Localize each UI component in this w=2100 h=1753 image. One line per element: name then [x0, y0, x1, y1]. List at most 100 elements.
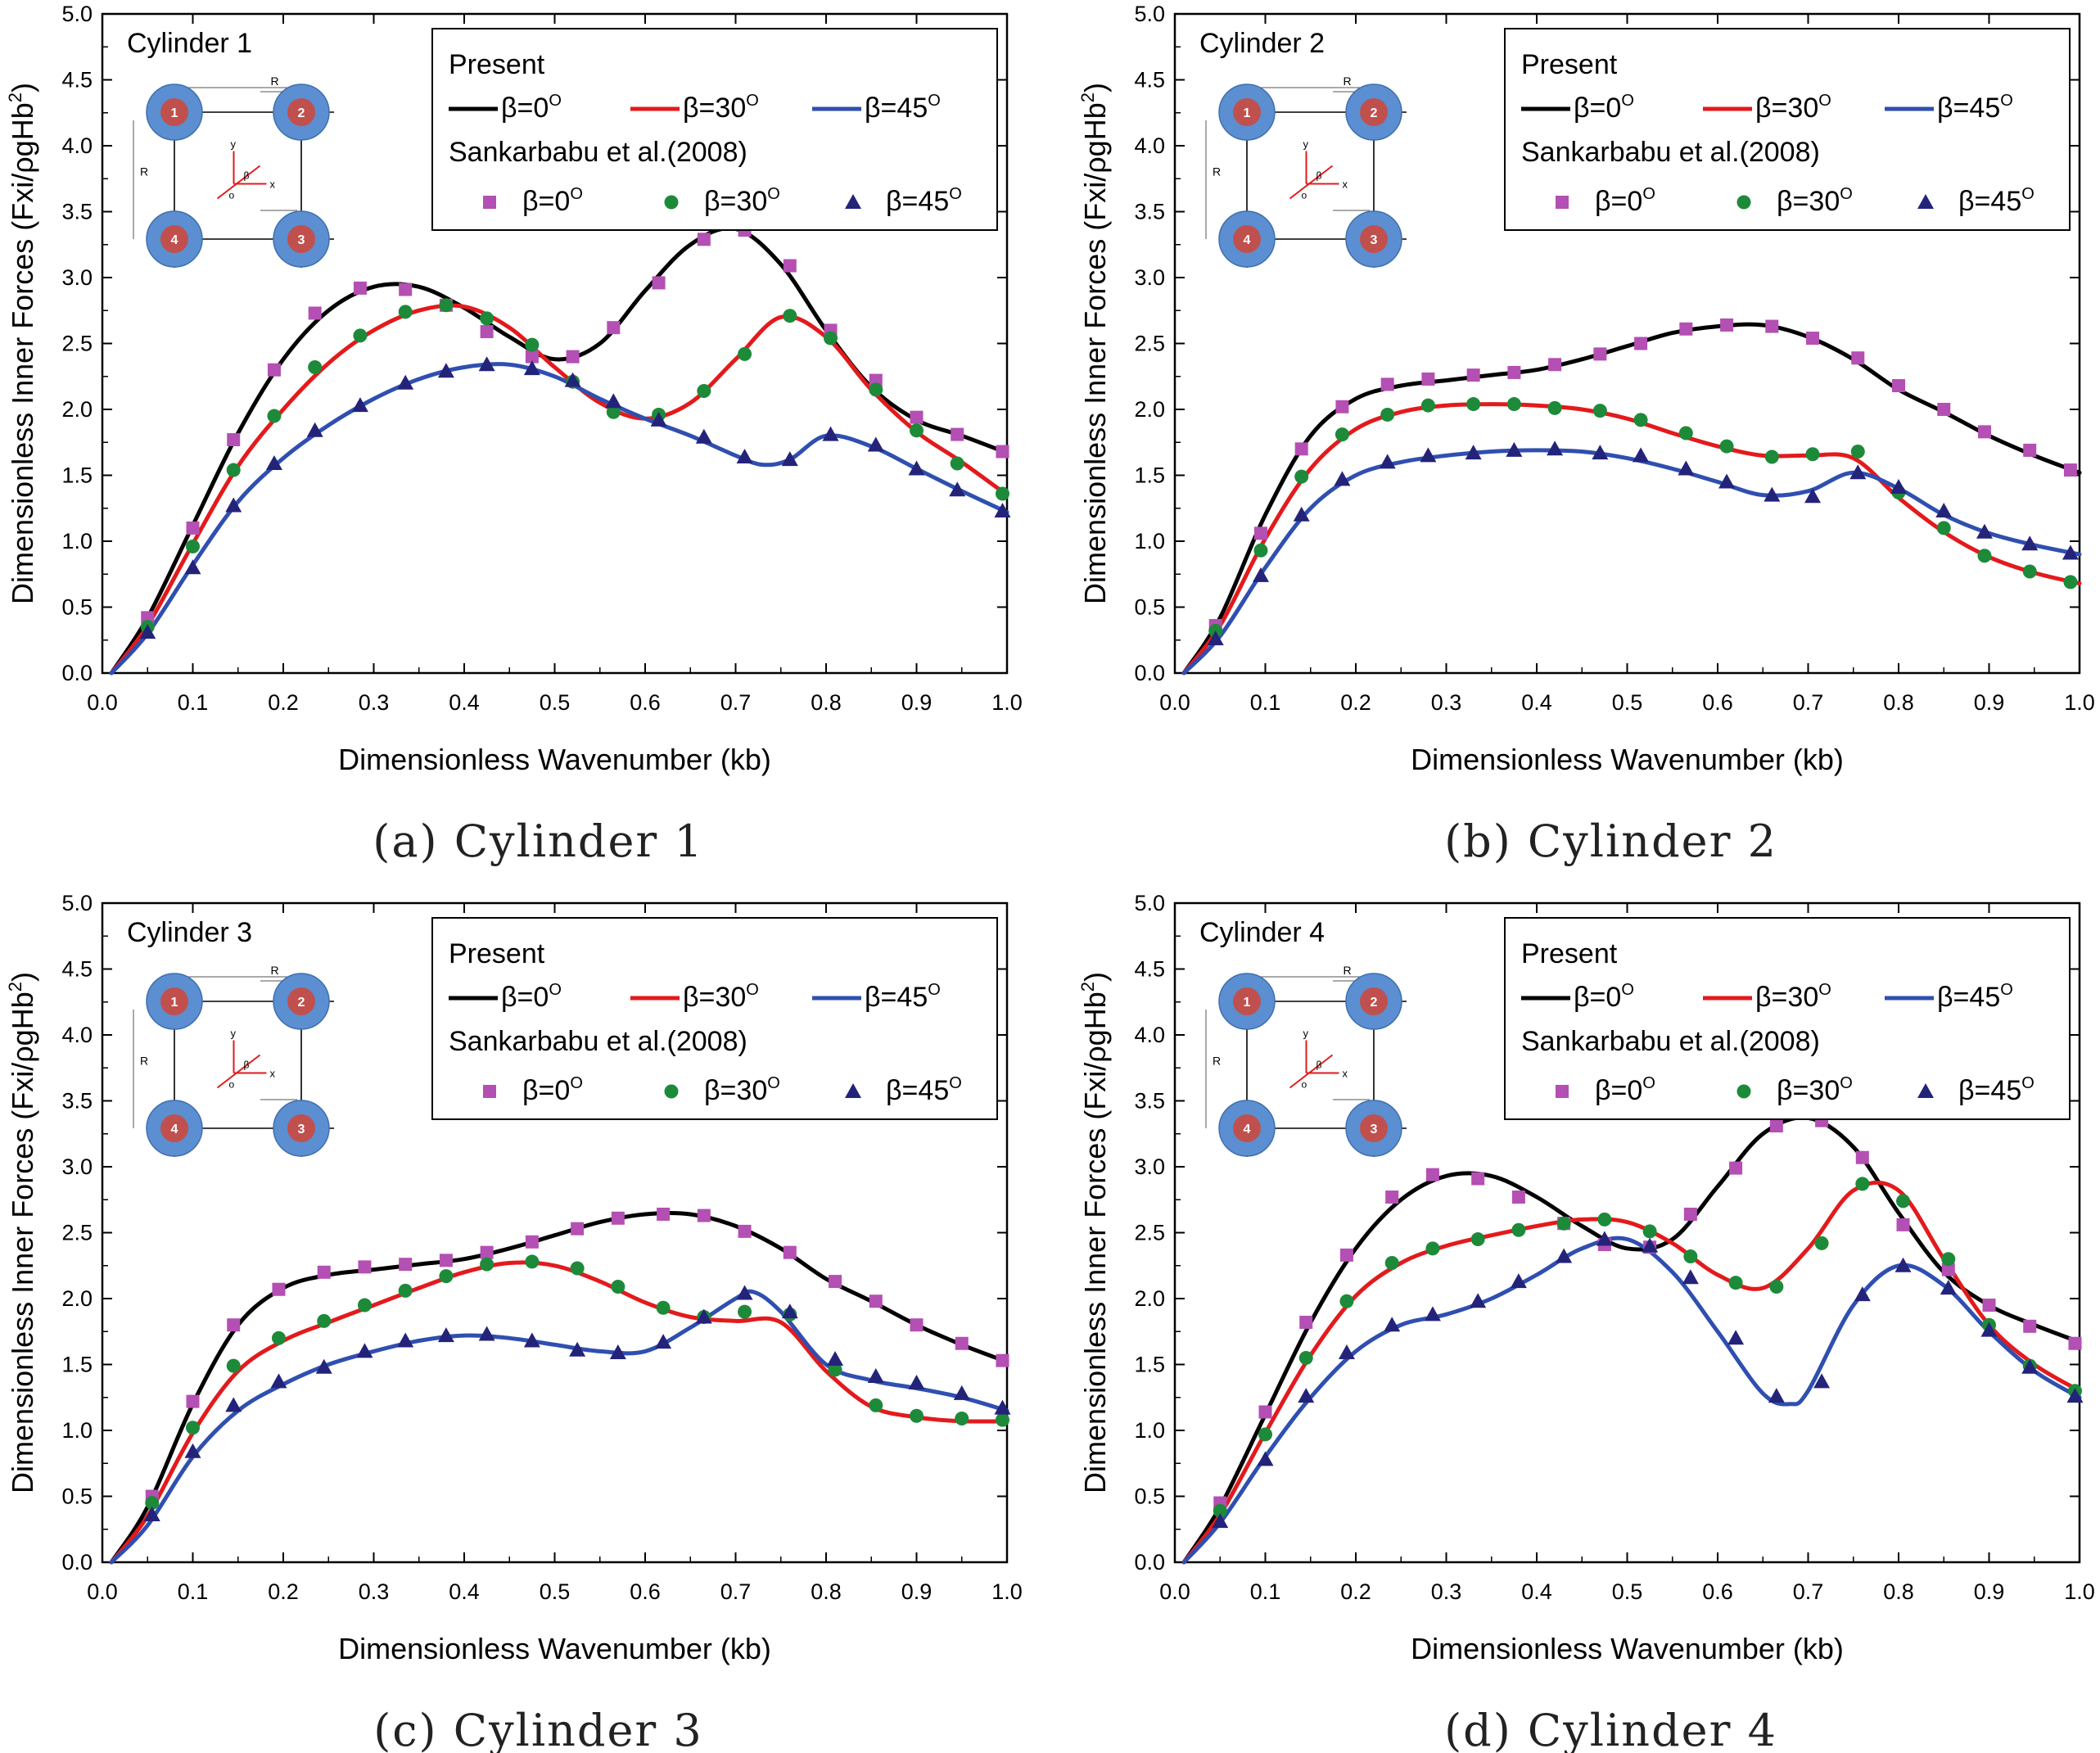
- marker-square: [910, 410, 924, 424]
- series-line-b0: [1181, 1115, 2082, 1565]
- y-tick-label: 4.5: [61, 68, 93, 93]
- legend-degree: O: [928, 92, 941, 110]
- y-tick-label: 3.0: [61, 265, 93, 290]
- legend-degree: O: [949, 1074, 962, 1092]
- legend-degree: O: [2021, 1074, 2035, 1092]
- y-tick-label: 2.5: [61, 1221, 93, 1245]
- marker-triangle: [1556, 1248, 1573, 1263]
- marker-circle: [664, 195, 679, 210]
- marker-circle: [995, 1412, 1009, 1427]
- marker-square: [1634, 337, 1648, 350]
- legend-entry-text: β=0: [522, 1075, 570, 1106]
- legend-marker-label: β=30O: [1777, 185, 1853, 217]
- inset-label-R: R: [1344, 75, 1352, 88]
- marker-circle: [1728, 1276, 1743, 1290]
- marker-square: [308, 306, 322, 320]
- legend-degree: O: [746, 92, 759, 110]
- marker-triangle: [1293, 506, 1310, 522]
- y-axis-label: Dimensionless Inner Forces (Fxi/ρgHb2): [1077, 972, 1112, 1493]
- marker-square: [869, 1294, 883, 1308]
- y-axis-label-text: Dimensionless Inner Forces (Fxi/ρgHb: [6, 102, 39, 604]
- legend-entry-text: β=45: [1958, 186, 2021, 217]
- marker-circle: [1896, 1194, 1911, 1209]
- marker-square: [480, 1245, 494, 1259]
- y-axis-label-sup: 2: [1077, 982, 1098, 992]
- marker-triangle: [143, 1507, 160, 1522]
- cylinder-number: 2: [298, 996, 305, 1010]
- y-axis-label-text: Dimensionless Inner Forces (Fxi/ρgHb: [6, 992, 39, 1493]
- marker-triangle: [1465, 445, 1482, 460]
- y-axis-label: Dimensionless Inner Forces (Fxi/ρgHb2): [1077, 83, 1112, 604]
- inset-label-y: y: [231, 1028, 237, 1040]
- marker-square: [996, 1353, 1009, 1367]
- marker-circle: [910, 1408, 924, 1423]
- y-axis-label-end: ): [6, 972, 39, 982]
- marker-triangle: [1678, 460, 1695, 476]
- panel-caption: (b) Cylinder 2: [1444, 816, 1777, 867]
- marker-circle: [869, 1398, 883, 1412]
- legend-degree: O: [1818, 92, 1831, 110]
- legend-entry-label: β=0O: [1574, 92, 1634, 124]
- marker-triangle: [1212, 1513, 1229, 1529]
- marker-circle: [738, 346, 752, 361]
- legend-degree: O: [1621, 92, 1634, 110]
- marker-triangle: [315, 1358, 332, 1374]
- marker-square: [358, 1260, 372, 1274]
- x-tick-label: 0.7: [720, 1579, 752, 1604]
- y-tick-label: 5.0: [61, 2, 93, 26]
- inset-wave-direction: [216, 165, 261, 200]
- marker-triangle: [1682, 1269, 1699, 1285]
- legend-degree: O: [1642, 185, 1655, 203]
- marker-circle: [439, 298, 454, 313]
- marker-circle: [1380, 407, 1395, 422]
- x-tick-label: 1.0: [2064, 1579, 2095, 1604]
- marker-circle: [1769, 1280, 1784, 1294]
- y-tick-label: 2.0: [1134, 397, 1165, 422]
- marker-square: [480, 325, 494, 339]
- legend-marker-label: β=0O: [1595, 185, 1655, 217]
- marker-square: [1299, 1315, 1313, 1329]
- marker-square: [483, 1085, 496, 1098]
- marker-triangle: [1379, 454, 1396, 469]
- marker-square: [2023, 1319, 2037, 1333]
- panel-d: 0.0 0.1 0.2 0.3 0.4 0.5 0.6 0.7 0.8 0.9 1.0 0.0 0.5 1…: [1077, 891, 2095, 1753]
- marker-circle: [995, 486, 1009, 501]
- panel-caption: (d) Cylinder 4: [1444, 1705, 1777, 1753]
- legend-entry-text: β=45: [865, 93, 928, 124]
- marker-square: [1937, 403, 1951, 416]
- legend-reference-heading: Sankarbabu et al.(2008): [449, 1026, 747, 1057]
- y-tick-label: 2.0: [1134, 1286, 1165, 1311]
- marker-circle: [1592, 404, 1607, 418]
- marker-triangle: [1849, 464, 1867, 480]
- marker-triangle: [908, 460, 925, 476]
- inset-label-x: x: [270, 178, 276, 191]
- marker-triangle: [1727, 1330, 1745, 1345]
- marker-circle: [1941, 1252, 1956, 1267]
- marker-circle: [1683, 1249, 1698, 1263]
- x-tick-label: 0.1: [178, 690, 209, 715]
- marker-square: [1806, 332, 1820, 346]
- marker-triangle: [1917, 1083, 1934, 1098]
- legend-reference-heading: Sankarbabu et al.(2008): [1521, 1026, 1820, 1057]
- cylinder-inner: [287, 98, 315, 126]
- cylinder-number: 4: [1244, 1123, 1251, 1136]
- marker-triangle: [845, 194, 861, 209]
- cylinder-number: 1: [1244, 106, 1251, 120]
- marker-square: [1765, 319, 1779, 333]
- y-tick-label: 0.5: [61, 1484, 93, 1509]
- y-axis-label-end: ): [6, 83, 39, 93]
- legend-entry-text: β=30: [704, 186, 767, 217]
- marker-square: [227, 433, 241, 447]
- x-tick-label: 0.7: [1793, 1579, 1824, 1604]
- inset-label-x: x: [1343, 178, 1348, 191]
- marker-triangle: [1510, 1273, 1527, 1289]
- x-tick-label: 0.1: [1250, 690, 1281, 715]
- legend-degree: O: [1818, 981, 1831, 999]
- marker-triangle: [1854, 1286, 1871, 1302]
- legend-entry-label: β=45O: [865, 981, 941, 1013]
- legend-entry-text: β=30: [1755, 982, 1818, 1013]
- marker-square: [2068, 1336, 2082, 1350]
- marker-square: [2023, 443, 2037, 457]
- marker-circle: [570, 1261, 585, 1276]
- x-tick-label: 0.4: [1521, 690, 1552, 715]
